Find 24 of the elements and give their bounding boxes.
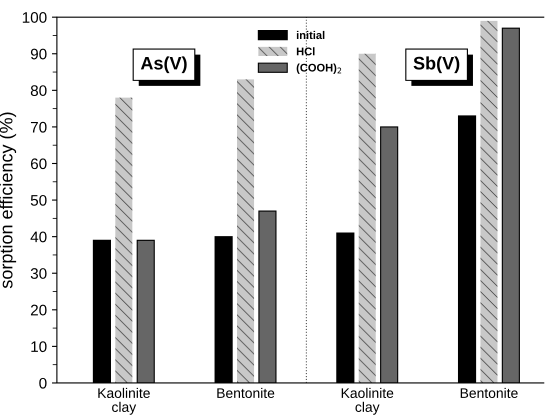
y-tick-label: 30 (30, 268, 47, 279)
x-tick-label: Kaolinite clay (98, 388, 150, 415)
legend-label: initial (296, 30, 324, 40)
y-tick-label: 60 (30, 158, 47, 170)
y-tick-label: 50 (30, 194, 47, 206)
y-tick-label: 20 (30, 304, 47, 316)
bar (358, 54, 376, 383)
y-tick-label: 0 (39, 378, 47, 389)
x-tick-label: Bentonite (460, 388, 518, 398)
legend-label: HCl (296, 47, 314, 56)
x-tick-label: Bentonite (217, 388, 274, 398)
x-tick-label: Kaolinite clay (342, 388, 394, 415)
y-tick-label: 10 (31, 341, 47, 352)
bar (480, 20, 498, 383)
y-tick-label: 80 (30, 85, 47, 96)
annotation: Sb(V) (414, 56, 460, 74)
bar (237, 79, 254, 383)
y-tick-label: 70 (30, 122, 47, 133)
annotation: As(V) (140, 56, 187, 74)
y-tick-label: 90 (30, 48, 47, 60)
y-tick-label: 40 (30, 232, 47, 242)
legend-label: (COOH)$_{2}$ (296, 63, 342, 74)
bar (115, 98, 132, 383)
y-tick-label: 100 (22, 12, 47, 23)
